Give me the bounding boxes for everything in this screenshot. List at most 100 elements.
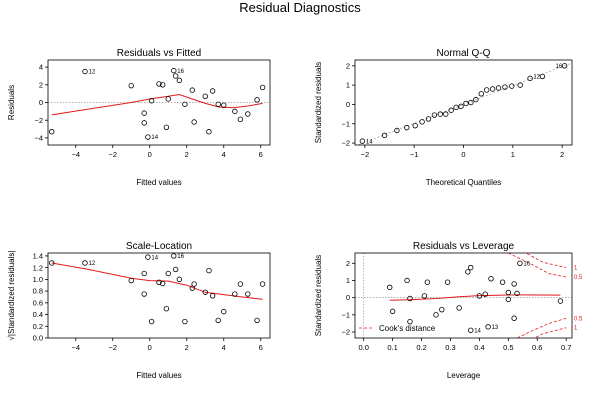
x-tick-label: 0.2 <box>416 343 426 352</box>
residuals-vs-fitted-title: Residuals vs Fitted <box>117 48 201 59</box>
x-tick-label: 2 <box>185 150 189 159</box>
data-point <box>502 84 508 90</box>
data-point <box>458 103 464 110</box>
normal-qq-plot-area: 14 12 16 <box>356 62 572 145</box>
x-tick-label: −4 <box>71 150 80 159</box>
y-tick-label: −2 <box>341 139 350 148</box>
data-point <box>468 99 474 106</box>
residuals-vs-leverage-frame <box>354 252 573 339</box>
data-point <box>495 85 502 91</box>
data-point <box>476 293 483 299</box>
data-point <box>191 119 197 125</box>
scale-location-frame <box>47 252 271 339</box>
y-tick-label: 2 <box>39 80 43 89</box>
smooth-line <box>389 294 561 301</box>
data-point <box>237 281 244 287</box>
point-label: 16 <box>177 69 184 75</box>
data-point <box>145 134 151 140</box>
data-point <box>259 281 266 287</box>
residuals-vs-leverage-y-axis-label: Standardized residuals <box>314 255 323 336</box>
data-point <box>412 122 418 129</box>
point-label: 12 <box>89 261 96 267</box>
data-point <box>148 318 155 325</box>
data-point <box>206 267 212 274</box>
y-tick-label: 0.0 <box>33 334 43 343</box>
data-point <box>561 63 568 69</box>
data-point <box>433 312 439 318</box>
scale-location-x-axis-label: Fitted values <box>136 371 181 380</box>
x-tick-label: 4 <box>222 343 226 352</box>
data-point <box>206 129 212 135</box>
data-point <box>404 277 410 284</box>
data-point <box>141 110 147 116</box>
x-tick-label: 2 <box>185 343 189 352</box>
residuals-vs-fitted-plot-area: 12 14 16 <box>48 67 270 141</box>
data-point <box>82 260 88 266</box>
data-point <box>448 107 454 113</box>
y-tick-label: 1.4 <box>33 252 43 261</box>
residuals-vs-leverage-title: Residuals vs Leverage <box>413 241 515 252</box>
data-point <box>381 132 388 139</box>
normal-qq-x-axis-label: Theoretical Quantiles <box>426 178 502 187</box>
x-tick-label: 0 <box>148 343 152 352</box>
normal-qq-title: Normal Q-Q <box>437 48 491 59</box>
data-point <box>488 276 494 282</box>
data-point <box>425 116 432 122</box>
data-point <box>49 260 55 266</box>
data-point <box>463 100 469 107</box>
data-point <box>141 270 147 277</box>
data-point <box>172 266 179 273</box>
data-point <box>171 253 177 259</box>
data-point <box>145 254 151 260</box>
x-tick-label: 2 <box>560 150 564 159</box>
data-point <box>478 91 484 97</box>
data-point <box>444 279 451 285</box>
data-point <box>456 305 462 311</box>
data-point <box>245 291 251 297</box>
data-point <box>437 111 444 117</box>
data-point <box>171 67 177 74</box>
y-tick-label: −2 <box>341 328 350 337</box>
data-point <box>421 293 428 299</box>
data-point <box>511 315 517 321</box>
y-tick-label: 2 <box>346 259 350 268</box>
data-point <box>215 317 221 324</box>
data-point <box>156 279 162 286</box>
data-point <box>176 276 183 283</box>
x-tick-label: 4 <box>222 150 226 159</box>
data-point <box>182 318 188 325</box>
data-point <box>82 68 88 75</box>
data-point <box>443 111 449 117</box>
residuals-vs-leverage-plot-area: 14 13 16 <box>355 253 572 338</box>
x-tick-label: 0.0 <box>358 343 368 352</box>
residuals-vs-fitted-y-axis-label: Residuals <box>7 85 16 120</box>
x-tick-label: 6 <box>259 150 263 159</box>
y-tick-label: −1 <box>341 310 350 319</box>
point-label: 13 <box>492 325 499 331</box>
smooth-line <box>51 93 263 116</box>
x-tick-label: 6 <box>259 343 263 352</box>
x-tick-label: −2 <box>361 150 370 159</box>
y-tick-label: −2 <box>34 116 43 125</box>
x-tick-label: 0 <box>148 150 152 159</box>
data-point <box>141 291 147 297</box>
cooks-level-label: 0.5 <box>574 275 583 281</box>
data-point <box>209 88 216 94</box>
data-point <box>394 127 400 134</box>
data-point <box>221 308 227 315</box>
data-point <box>156 81 162 87</box>
y-tick-label: 0 <box>346 293 350 302</box>
data-point <box>182 101 188 107</box>
data-point <box>163 124 170 130</box>
residuals-vs-fitted-panel: 12 14 16 −4 −2 0 2 4 6 −4 −2 0 2 4 Residuals vs Fitted… <box>7 48 271 187</box>
y-tick-label: 0.4 <box>33 310 43 319</box>
data-point <box>407 318 413 325</box>
data-point <box>232 291 238 297</box>
data-point <box>431 112 438 118</box>
x-tick-label: 0.5 <box>503 343 513 352</box>
y-tick-label: 0.2 <box>33 322 43 331</box>
data-point <box>165 270 171 277</box>
data-point <box>473 96 479 103</box>
data-point <box>128 277 134 284</box>
x-tick-label: 0.4 <box>474 343 484 352</box>
